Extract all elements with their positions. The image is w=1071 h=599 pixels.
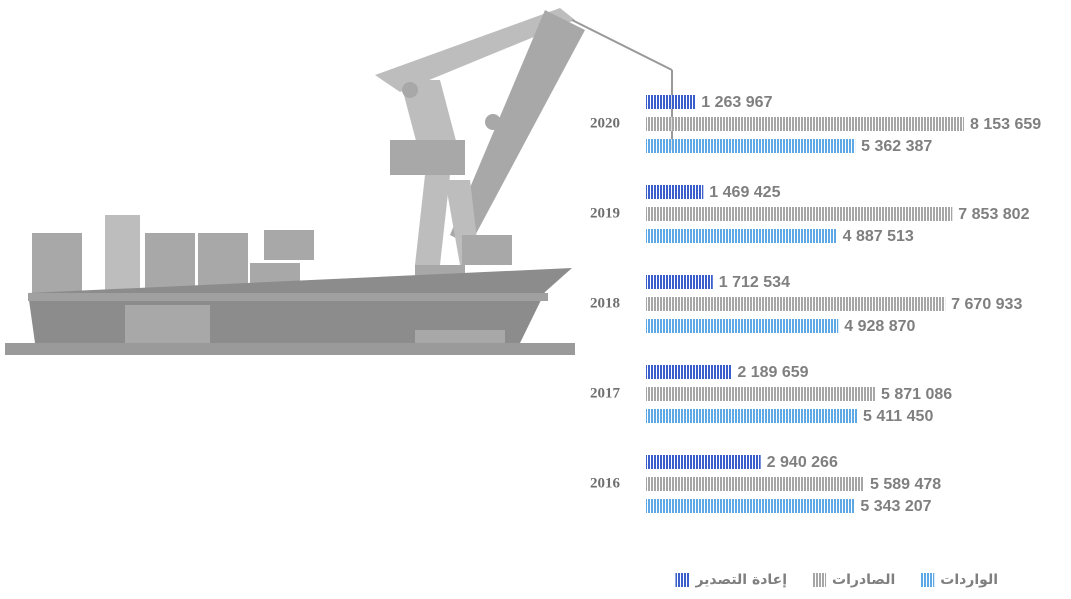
value-label: 5 589 478 [870,476,941,493]
bar [646,499,855,513]
value-label: 2 189 659 [737,364,808,381]
legend-swatch [675,573,690,587]
bar [646,477,864,491]
legend-label: الواردات [940,572,998,588]
y-tick-label: 2016 [590,475,621,491]
bar [646,139,856,153]
value-label: 1 469 425 [709,184,780,201]
bar [646,95,696,109]
value-label: 2 940 266 [767,454,838,471]
ship-illustration [5,8,673,355]
value-label: 7 670 933 [951,296,1022,313]
bar [646,207,953,221]
value-label: 5 362 387 [861,138,932,155]
bar [646,387,875,401]
legend-swatch [812,573,827,587]
bar [646,319,839,333]
bar [646,275,713,289]
y-tick-label: 2019 [590,205,620,221]
value-label: 7 853 802 [958,206,1029,223]
value-label: 1 712 534 [719,274,790,291]
value-label: 5 871 086 [881,386,952,403]
value-label: 1 263 967 [701,94,772,111]
value-label: 5 411 450 [863,408,933,425]
legend-swatch [920,573,935,587]
bar [646,185,704,199]
y-tick-label: 2018 [590,295,620,311]
bar [646,229,837,243]
legend: الواردات الصادرات إعادة التصدير [675,572,998,588]
value-label: 4 887 513 [843,228,914,245]
bar [646,409,858,423]
value-label: 8 153 659 [970,116,1041,133]
y-tick-label: 2020 [590,115,620,131]
legend-label: إعادة التصدير [694,572,787,588]
legend-label: الصادرات [832,572,895,588]
value-label: 4 928 870 [844,318,915,335]
bar [646,297,946,311]
value-label: 5 343 207 [860,498,931,515]
y-tick-label: 2017 [590,385,621,401]
bar [646,117,964,131]
bar [646,365,732,379]
bar [646,455,761,469]
